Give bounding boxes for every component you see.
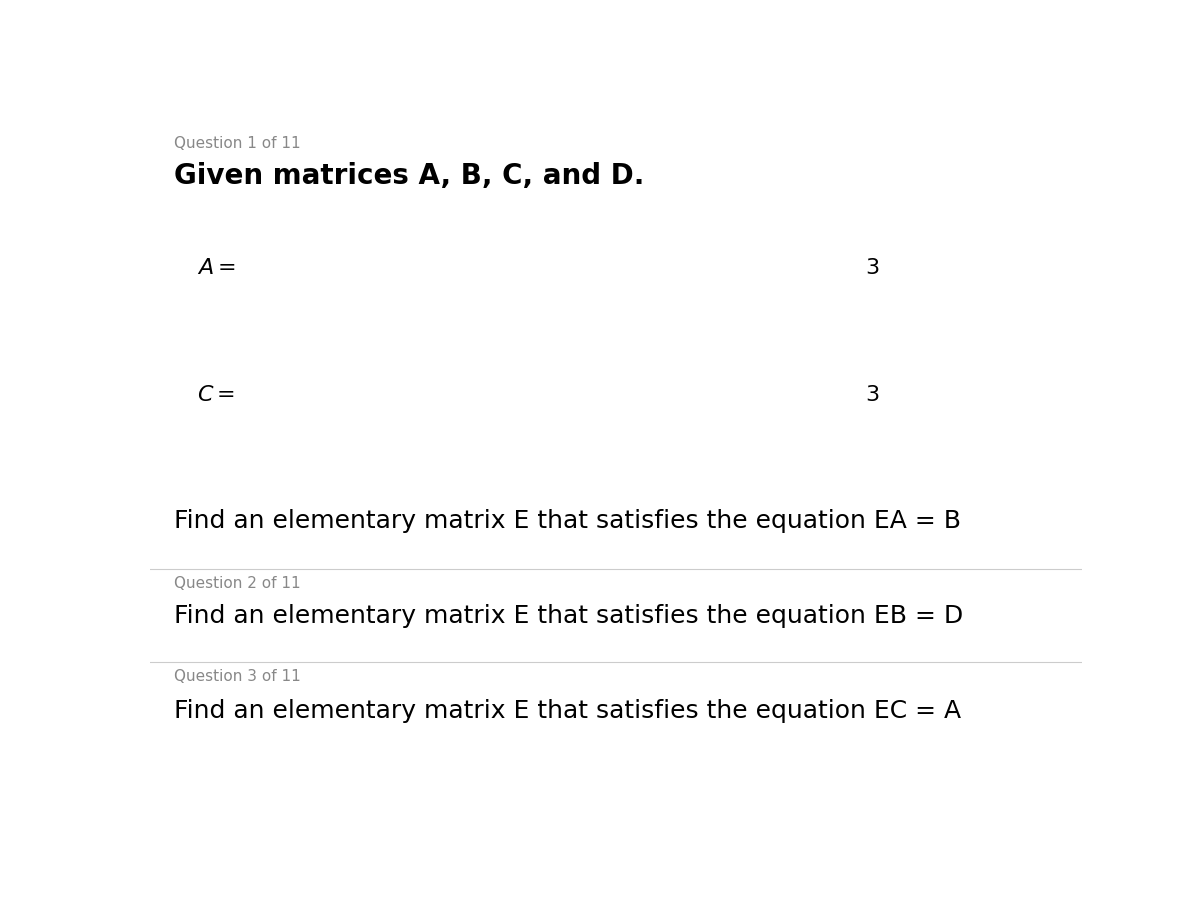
Text: $C=$: $C=$ [197, 385, 234, 405]
Text: Question 2 of 11: Question 2 of 11 [173, 576, 300, 590]
Text: Find an elementary matrix E that satisfies the equation EB = D: Find an elementary matrix E that satisfi… [173, 604, 963, 628]
Text: Find an elementary matrix E that satisfies the equation EA = B: Find an elementary matrix E that satisfi… [173, 509, 960, 534]
Text: Question 3 of 11: Question 3 of 11 [173, 669, 300, 685]
Text: Find an elementary matrix E that satisfies the equation EC = A: Find an elementary matrix E that satisfi… [173, 698, 960, 723]
Text: Given matrices A, B, C, and D.: Given matrices A, B, C, and D. [173, 163, 644, 190]
Text: 3: 3 [865, 385, 880, 405]
Text: Question 1 of 11: Question 1 of 11 [173, 136, 300, 152]
Text: 3: 3 [865, 258, 880, 278]
Text: $A=$: $A=$ [197, 258, 236, 278]
